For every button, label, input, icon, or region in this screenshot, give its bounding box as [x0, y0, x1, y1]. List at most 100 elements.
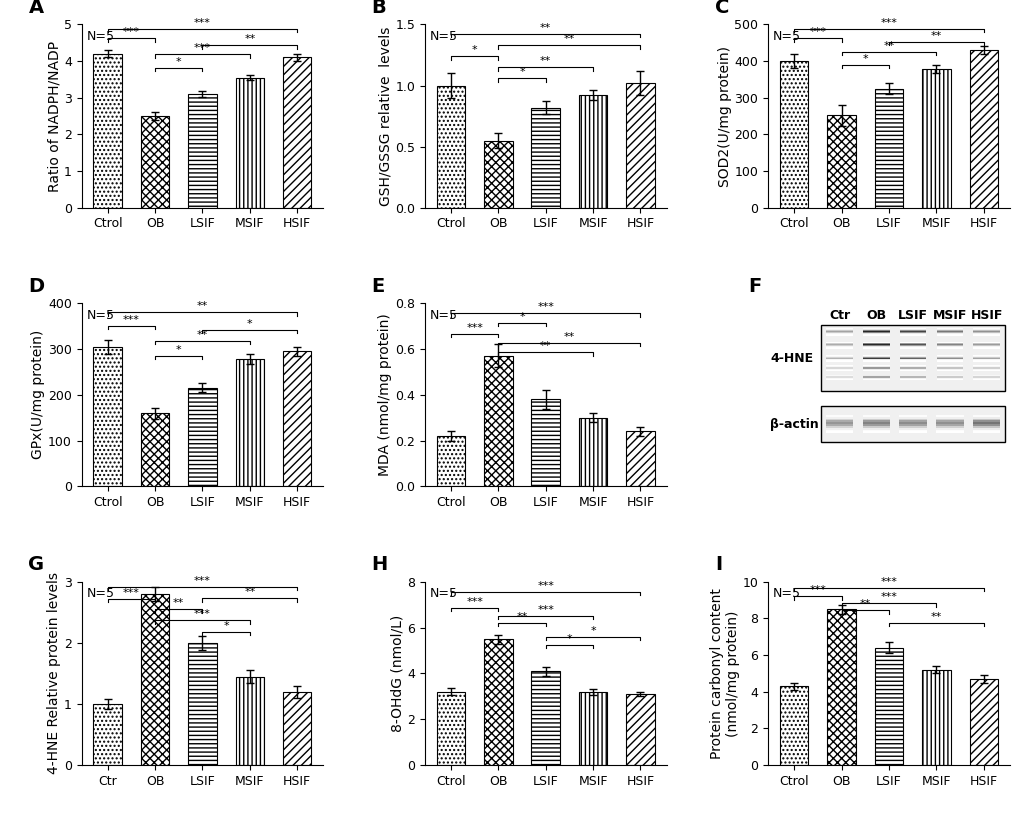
Bar — [899, 418, 926, 421]
Y-axis label: Protein carbonyl content
(nmol/mg protein): Protein carbonyl content (nmol/mg protei… — [709, 588, 739, 759]
Bar — [935, 346, 962, 347]
Bar — [899, 332, 925, 333]
Bar — [935, 347, 962, 348]
Bar — [862, 418, 890, 421]
Y-axis label: MDA (nmol/mg protein): MDA (nmol/mg protein) — [378, 313, 392, 476]
Bar — [862, 417, 890, 418]
Bar — [862, 335, 889, 336]
Text: G: G — [29, 555, 45, 575]
Bar — [579, 418, 606, 487]
Bar — [825, 422, 853, 424]
Text: N=5: N=5 — [87, 30, 114, 43]
Bar — [921, 69, 950, 208]
Bar — [935, 330, 962, 331]
Text: *: * — [472, 46, 477, 55]
Text: **: ** — [173, 598, 184, 608]
Bar — [94, 54, 121, 208]
Bar — [436, 85, 465, 208]
Bar — [972, 329, 999, 330]
Bar — [862, 332, 889, 333]
Bar — [899, 426, 926, 428]
Bar — [899, 342, 925, 343]
Text: **: ** — [539, 341, 551, 352]
Bar — [235, 77, 264, 208]
Bar — [94, 347, 121, 487]
Bar — [862, 421, 890, 422]
Text: E: E — [371, 277, 384, 295]
Bar — [825, 348, 852, 349]
Text: ***: *** — [537, 605, 553, 615]
Bar — [862, 426, 890, 428]
Bar — [935, 417, 963, 418]
Text: F: F — [748, 277, 761, 295]
Bar — [436, 436, 465, 487]
Text: **: ** — [882, 41, 894, 51]
Bar — [531, 107, 559, 208]
Bar — [531, 672, 559, 765]
Bar — [972, 418, 1000, 421]
Text: N=5: N=5 — [87, 309, 114, 322]
Bar — [972, 421, 1000, 422]
Bar — [899, 334, 925, 335]
Bar — [972, 345, 999, 346]
Bar — [935, 344, 962, 345]
Bar — [972, 347, 999, 348]
Bar — [780, 686, 808, 765]
Bar — [935, 348, 962, 349]
Bar — [899, 431, 926, 433]
Text: ***: *** — [879, 18, 897, 28]
Bar — [826, 610, 855, 765]
Text: ***: *** — [466, 597, 483, 607]
Bar — [825, 417, 853, 418]
Bar — [899, 346, 925, 347]
Bar — [862, 328, 889, 329]
Text: ***: *** — [466, 323, 483, 333]
Bar — [972, 430, 1000, 431]
Text: ***: *** — [194, 18, 211, 28]
Bar — [862, 346, 889, 347]
Text: N=5: N=5 — [429, 309, 458, 322]
Bar — [579, 692, 606, 765]
Bar — [899, 422, 926, 424]
Bar — [935, 342, 962, 343]
Text: *: * — [590, 626, 595, 636]
Bar — [862, 428, 890, 430]
Bar — [935, 329, 962, 330]
Bar — [825, 328, 852, 329]
Bar — [820, 406, 1004, 443]
Text: MSIF: MSIF — [931, 309, 966, 322]
Bar — [899, 424, 926, 426]
Bar — [825, 331, 852, 332]
Bar — [935, 332, 962, 333]
Bar — [825, 418, 853, 421]
Bar — [825, 421, 853, 422]
Bar — [972, 332, 999, 333]
Bar — [825, 334, 852, 335]
Text: ***: *** — [537, 303, 553, 313]
Bar — [862, 343, 889, 344]
Bar — [862, 331, 889, 332]
Text: *: * — [247, 319, 253, 329]
Bar — [484, 356, 512, 487]
Bar — [862, 431, 890, 433]
Bar — [972, 333, 999, 334]
Text: **: ** — [564, 331, 575, 342]
Bar — [899, 430, 926, 431]
Bar — [899, 347, 925, 348]
Y-axis label: 4-HNE Relative protein levels: 4-HNE Relative protein levels — [47, 572, 61, 774]
Text: ***: *** — [537, 581, 553, 591]
Text: **: ** — [859, 599, 870, 609]
Text: *: * — [175, 57, 181, 67]
Text: **: ** — [539, 24, 551, 33]
Bar — [825, 343, 852, 344]
Text: **: ** — [929, 612, 941, 622]
Bar — [899, 331, 925, 332]
Bar — [935, 345, 962, 346]
Bar — [235, 676, 264, 765]
Bar — [94, 704, 121, 765]
Bar — [935, 426, 963, 428]
Bar — [579, 95, 606, 208]
Bar — [862, 345, 889, 346]
Bar — [972, 346, 999, 347]
Bar — [972, 428, 1000, 430]
